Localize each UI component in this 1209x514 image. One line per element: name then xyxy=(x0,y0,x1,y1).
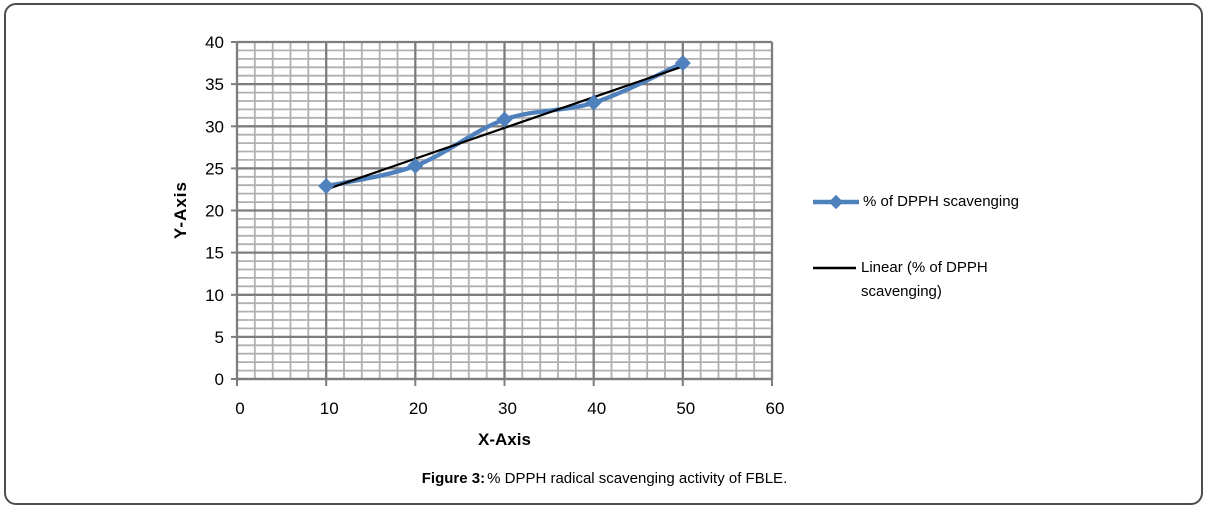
svg-text:0: 0 xyxy=(215,370,224,389)
y-axis-title: Y-Axis xyxy=(171,181,190,239)
svg-text:35: 35 xyxy=(205,75,224,94)
svg-text:60: 60 xyxy=(766,399,785,418)
svg-text:10: 10 xyxy=(320,399,339,418)
series-markers xyxy=(318,55,691,195)
svg-text:30: 30 xyxy=(498,399,517,418)
svg-text:20: 20 xyxy=(205,202,224,221)
svg-text:0: 0 xyxy=(235,399,244,418)
svg-text:5: 5 xyxy=(215,328,224,347)
legend-label-series: % of DPPH scavenging xyxy=(863,193,1019,210)
tick-marks xyxy=(231,41,773,386)
trendline xyxy=(325,65,684,191)
line-marker-icon xyxy=(812,261,858,280)
grid-major xyxy=(237,40,774,381)
svg-text:40: 40 xyxy=(587,399,606,418)
svg-text:25: 25 xyxy=(205,159,224,178)
svg-text:50: 50 xyxy=(676,399,695,418)
diamond-line-marker-icon xyxy=(812,194,860,214)
legend-item-series: % of DPPH scavenging xyxy=(812,190,1019,214)
legend-label-trendline: Linear (% of DPPH scavenging) xyxy=(861,259,988,300)
figure-caption: Figure 3:% DPPH radical scavenging activ… xyxy=(0,470,1209,487)
svg-text:20: 20 xyxy=(409,399,428,418)
x-axis-title: X-Axis xyxy=(478,430,531,449)
legend-item-trendline: Linear (% of DPPH scavenging) xyxy=(812,256,1021,304)
svg-text:10: 10 xyxy=(205,286,224,305)
caption-prefix: Figure 3: xyxy=(421,470,486,487)
caption-text: % DPPH radical scavenging activity of FB… xyxy=(487,470,788,487)
y-tick-labels: 0 5 10 15 20 25 30 35 40 xyxy=(205,33,224,389)
svg-text:40: 40 xyxy=(205,33,224,52)
x-tick-labels: 0 10 20 30 40 50 60 xyxy=(235,399,784,418)
svg-text:30: 30 xyxy=(205,117,224,136)
svg-text:15: 15 xyxy=(205,244,224,263)
